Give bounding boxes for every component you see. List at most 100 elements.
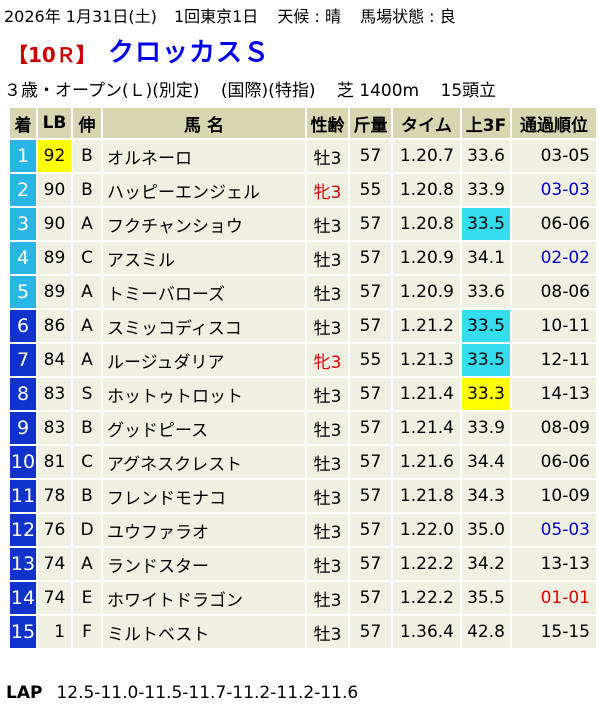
passing-order: 10-09 (510, 478, 598, 514)
race-time: 1.20.9 (391, 274, 462, 310)
race-time: 1.21.4 (391, 410, 462, 446)
nobi-grade: D (71, 512, 103, 548)
table-row: 5 89 A トミーバローズ 牡3 57 1.20.9 33.6 08-06 (8, 274, 598, 310)
carried-weight: 57 (348, 308, 393, 344)
horse-name: アスミル (101, 240, 307, 276)
table-row: 14 74 E ホワイトドラゴン 牡3 57 1.22.2 35.5 01-01 (8, 580, 598, 616)
last-3f: 34.3 (460, 478, 512, 514)
last-3f: 33.6 (460, 138, 512, 174)
race-time: 1.21.3 (391, 342, 462, 378)
lb-rating: 83 (36, 376, 73, 412)
carried-weight: 57 (348, 274, 393, 310)
carried-weight: 57 (348, 512, 393, 548)
table-header: 着 LB 伸 馬 名 性齢 斤量 タイム 上3F 通過順位 (8, 106, 598, 140)
nobi-grade: B (71, 478, 103, 514)
horse-name: ホワイトドラゴン (101, 580, 307, 616)
finish-position: 5 (8, 274, 38, 310)
nobi-grade: S (71, 376, 103, 412)
nobi-grade: C (71, 444, 103, 480)
carried-weight: 57 (348, 138, 393, 174)
lb-rating: 81 (36, 444, 73, 480)
passing-order: 08-06 (510, 274, 598, 310)
carried-weight: 57 (348, 614, 393, 650)
nobi-grade: A (71, 206, 103, 242)
horse-name: ミルトベスト (101, 614, 307, 650)
sex-age: 牡3 (305, 376, 350, 412)
passing-order: 02-02 (510, 240, 598, 276)
lb-rating: 74 (36, 546, 73, 582)
passing-order: 10-11 (510, 308, 598, 344)
horse-name: フレンドモナコ (101, 478, 307, 514)
passing-order: 14-13 (510, 376, 598, 412)
track-going: 馬場状態 : 良 (360, 7, 456, 26)
finish-position: 7 (8, 342, 38, 378)
nobi-grade: C (71, 240, 103, 276)
last-3f: 34.1 (460, 240, 512, 276)
table-row: 1 92 B オルネーロ 牡3 57 1.20.7 33.6 03-05 (8, 138, 598, 174)
sex-age: 牝3 (305, 172, 350, 208)
finish-position: 13 (8, 546, 38, 582)
carried-weight: 57 (348, 546, 393, 582)
last-3f: 33.5 (460, 206, 512, 242)
lb-rating: 84 (36, 342, 73, 378)
passing-order: 15-15 (510, 614, 598, 650)
sex-age: 牡3 (305, 308, 350, 344)
race-time: 1.21.4 (391, 376, 462, 412)
passing-order: 03-03 (510, 172, 598, 208)
race-time: 1.36.4 (391, 614, 462, 650)
finish-position: 6 (8, 308, 38, 344)
horse-name: トミーバローズ (101, 274, 307, 310)
race-name: クロッカスＳ (108, 38, 271, 68)
lb-rating: 86 (36, 308, 73, 344)
race-time: 1.21.8 (391, 478, 462, 514)
nobi-grade: A (71, 274, 103, 310)
lb-rating: 92 (36, 138, 73, 174)
finish-position: 8 (8, 376, 38, 412)
race-time: 1.21.2 (391, 308, 462, 344)
horse-name: スミッコディスコ (101, 308, 307, 344)
race-info-line: 2026年 1月31日(土) 1回東京1日 天候 : 晴 馬場状態 : 良 (4, 3, 470, 27)
table-row: 8 83 S ホットゥトロット 牡3 57 1.21.4 33.3 14-13 (8, 376, 598, 412)
horse-name: ランドスター (101, 546, 307, 582)
sex-age: 牡3 (305, 546, 350, 582)
nobi-grade: F (71, 614, 103, 650)
carried-weight: 57 (348, 478, 393, 514)
col-finish: 着 (8, 106, 38, 140)
carried-weight: 55 (348, 172, 393, 208)
race-international: (国際)(特指) (220, 81, 316, 101)
horse-name: ユウファラオ (101, 512, 307, 548)
last-3f: 33.6 (460, 274, 512, 310)
sex-age: 牡3 (305, 206, 350, 242)
horse-name: グッドピース (101, 410, 307, 446)
col-sex-age: 性齢 (305, 106, 350, 140)
col-last3f: 上3F (460, 106, 512, 140)
passing-order: 13-13 (510, 546, 598, 582)
table-row: 4 89 C アスミル 牡3 57 1.20.9 34.1 02-02 (8, 240, 598, 276)
table-row: 12 76 D ユウファラオ 牡3 57 1.22.0 35.0 05-03 (8, 512, 598, 548)
col-passing: 通過順位 (510, 106, 598, 140)
nobi-grade: A (71, 342, 103, 378)
carried-weight: 57 (348, 410, 393, 446)
race-course: 芝 1400m (336, 81, 420, 101)
table-row: 6 86 A スミッコディスコ 牡3 57 1.21.2 33.5 10-11 (8, 308, 598, 344)
lb-rating: 90 (36, 172, 73, 208)
lb-rating: 76 (36, 512, 73, 548)
sex-age: 牡3 (305, 274, 350, 310)
race-time: 1.20.8 (391, 206, 462, 242)
nobi-grade: A (71, 308, 103, 344)
nobi-grade: B (71, 410, 103, 446)
meeting: 1回東京1日 (173, 7, 259, 26)
race-time: 1.20.8 (391, 172, 462, 208)
finish-position: 14 (8, 580, 38, 616)
col-nobi: 伸 (71, 106, 103, 140)
race-conditions: ３歳・オープン(Ｌ)(別定) (国際)(特指) 芝 1400m 15頭立 (4, 76, 512, 101)
table-row: 7 84 A ルージュダリア 牝3 55 1.21.3 33.5 12-11 (8, 342, 598, 378)
sex-age: 牡3 (305, 240, 350, 276)
race-time: 1.21.6 (391, 444, 462, 480)
lb-rating: 78 (36, 478, 73, 514)
finish-position: 4 (8, 240, 38, 276)
lap-times: LAP 12.5-11.0-11.5-11.7-11.2-11.2-11.6 (6, 683, 358, 703)
finish-position: 1 (8, 138, 38, 174)
finish-position: 10 (8, 444, 38, 480)
sex-age: 牡3 (305, 410, 350, 446)
